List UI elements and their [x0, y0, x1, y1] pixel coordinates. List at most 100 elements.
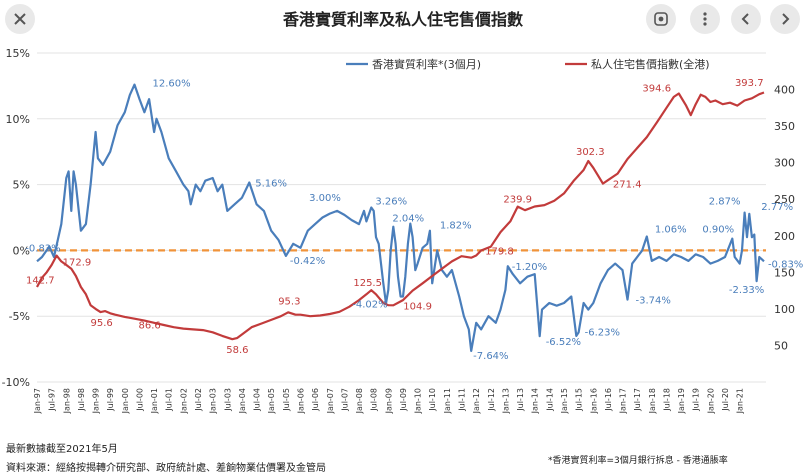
data-label: -2.33% [729, 285, 764, 296]
close-icon [14, 13, 26, 25]
data-label: 1.82% [440, 221, 472, 232]
x-tick-label: Jan-00 [121, 388, 130, 414]
y-left-tick-label: 5% [13, 179, 30, 192]
data-label: 104.9 [403, 301, 432, 312]
data-label: 239.9 [503, 195, 532, 206]
x-tick-label: Jul-99 [106, 388, 115, 412]
data-label: 95.3 [278, 296, 300, 307]
x-tick-label: Jul-13 [516, 388, 525, 412]
x-tick-label: Jul-06 [311, 388, 320, 412]
data-label: 302.3 [576, 147, 605, 158]
x-tick-label: Jul-03 [223, 388, 232, 412]
chevron-left-icon [741, 13, 749, 25]
data-label: 2.87% [709, 197, 741, 208]
x-tick-label: Jul-10 [428, 388, 437, 412]
x-tick-label: Jan-99 [92, 388, 101, 414]
x-tick-label: Jan-09 [384, 388, 393, 414]
data-label: -3.74% [636, 296, 671, 307]
x-tick-label: Jan-04 [238, 388, 247, 414]
data-label: 2.04% [392, 214, 424, 225]
lens-icon [654, 12, 668, 26]
x-tick-label: Jul-98 [77, 388, 86, 412]
x-tick-label: Jan-19 [677, 388, 686, 414]
x-tick-label: Jan-05 [267, 388, 276, 414]
data-label: 0.90% [702, 225, 734, 236]
x-tick-label: Jan-08 [355, 388, 364, 414]
y-left-tick-label: 0% [13, 244, 30, 257]
prev-button[interactable] [731, 4, 761, 34]
data-label: -6.23% [585, 327, 620, 338]
data-label: 179.8 [485, 247, 514, 258]
x-tick-label: Jan-16 [589, 388, 598, 414]
y-left-tick-label: 15% [6, 47, 30, 60]
data-label: -1.20% [512, 262, 547, 273]
y-right-tick-label: 150 [774, 266, 795, 279]
data-label: -0.42% [290, 256, 325, 267]
x-tick-label: Jan-01 [150, 388, 159, 414]
x-tick-label: Jan-11 [443, 388, 452, 414]
series-line-price-index [36, 91, 765, 341]
close-button[interactable] [5, 4, 35, 34]
data-label: -6.52% [546, 337, 581, 348]
x-tick-label: Jan-98 [62, 388, 71, 414]
next-button[interactable] [770, 4, 800, 34]
y-right-tick-label: 50 [774, 339, 788, 352]
x-tick-label: Jul-15 [575, 388, 584, 412]
x-tick-label: Jul-97 [48, 388, 57, 412]
data-label: 271.4 [613, 180, 642, 191]
data-label: 12.60% [152, 79, 190, 90]
x-tick-label: Jul-14 [545, 388, 554, 412]
y-right-tick-label: 400 [774, 84, 795, 97]
x-tick-label: Jul-02 [194, 388, 203, 412]
data-label: -7.64% [473, 351, 508, 362]
data-label: 394.6 [642, 84, 671, 95]
x-tick-label: Jul-01 [165, 388, 174, 412]
x-tick-label: Jan-20 [706, 388, 715, 414]
x-tick-label: Jan-02 [179, 388, 188, 414]
lens-button[interactable] [646, 4, 676, 34]
data-label: 5.16% [255, 178, 287, 189]
x-tick-label: Jan-10 [414, 388, 423, 414]
x-tick-label: Jan-15 [560, 388, 569, 414]
y-right-tick-label: 300 [774, 157, 795, 170]
data-label: -4.02% [352, 299, 387, 310]
x-tick-label: Jul-17 [633, 388, 642, 412]
chevron-right-icon [782, 13, 790, 25]
x-tick-label: Jan-13 [501, 388, 510, 414]
x-tick-label: Jul-04 [253, 388, 262, 412]
x-tick-label: Jan-07 [326, 388, 335, 414]
series-line-real-rate [36, 83, 765, 352]
x-tick-label: Jul-08 [370, 388, 379, 412]
data-label: 58.6 [226, 345, 248, 356]
y-right-tick-label: 200 [774, 230, 795, 243]
x-tick-label: Jul-19 [692, 388, 701, 412]
data-label: 2.77% [761, 202, 793, 213]
data-label: 393.7 [735, 78, 764, 89]
x-tick-label: Jul-07 [340, 388, 349, 412]
y-left-tick-label: -5% [9, 310, 30, 323]
x-tick-label: Jan-17 [619, 388, 628, 414]
y-left-tick-label: 10% [6, 113, 30, 126]
x-tick-label: Jul-20 [721, 388, 730, 412]
data-label: -0.83% [768, 259, 803, 270]
x-tick-label: Jan-06 [296, 388, 305, 414]
x-tick-label: Jul-09 [399, 388, 408, 412]
footer-source: 資料來源：經絡按揭轉介研究部、政府統計處、差餉物業估價署及金管局 [6, 463, 326, 474]
footer-note: *香港實質利率=3個月銀行拆息 - 香港通脹率 [548, 456, 728, 466]
data-label: 142.7 [26, 276, 55, 287]
x-tick-label: Jul-12 [487, 388, 496, 412]
data-label: 95.6 [91, 318, 113, 329]
more-button[interactable] [690, 4, 720, 34]
legend-label: 香港實質利率*(3個月) [372, 57, 481, 71]
x-tick-label: Jan-12 [472, 388, 481, 414]
x-tick-label: Jul-18 [662, 388, 671, 412]
x-tick-label: Jul-00 [135, 388, 144, 412]
data-label: 1.06% [655, 224, 687, 235]
x-tick-label: Jan-97 [33, 388, 42, 414]
y-left-tick-label: -10% [2, 376, 30, 389]
data-label: 172.9 [63, 258, 92, 269]
x-tick-label: Jul-16 [604, 388, 613, 412]
x-tick-label: Jan-14 [531, 388, 540, 414]
data-label: 125.5 [353, 278, 382, 289]
